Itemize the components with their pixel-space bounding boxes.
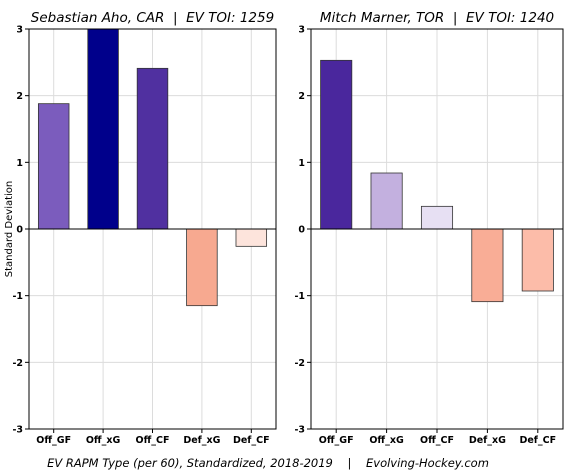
bar-def-cf (235, 228, 268, 247)
x-tick-label: Off_xG (369, 435, 404, 446)
x-tick-label: Def_xG (469, 435, 506, 446)
y-tick-label: 3 (16, 25, 23, 36)
y-tick-label: 1 (16, 158, 23, 169)
x-tick-label: Off_GF (36, 435, 71, 446)
bar-def-xg (471, 228, 504, 303)
bar-off-xg (87, 28, 119, 230)
y-tick-label: -1 (294, 291, 305, 302)
bar-off-xg (370, 172, 403, 230)
y-tick-label: 2 (16, 91, 23, 102)
x-tick-label: Def_xG (183, 435, 220, 446)
bar-def-cf (521, 228, 554, 292)
chart-title: Mitch Marner, TOR | EV TOI: 1240 (320, 10, 554, 26)
bar-off-cf (420, 205, 454, 230)
bar-def-xg (186, 228, 218, 307)
y-tick-label: 1 (298, 158, 305, 169)
bar-off-gf (37, 103, 70, 230)
chart-title: Sebastian Aho, CAR | EV TOI: 1259 (31, 10, 274, 26)
y-tick-label: -1 (12, 291, 23, 302)
bar-off-gf (320, 59, 353, 230)
y-tick-label: -2 (294, 358, 305, 369)
chart-panel-1: -3 -2 -1 0 1 2 3 Off_GF Off_xG Off_CF Def_xG Def_CF… (4, 10, 277, 446)
x-tick-label: Def_CF (233, 435, 270, 446)
x-tick-label: Off_CF (420, 435, 454, 446)
x-tick-label: Off_GF (319, 435, 354, 446)
y-tick-label: -3 (294, 425, 305, 436)
y-axis-label: Standard Deviation (4, 181, 15, 278)
x-tick-label: Off_xG (86, 435, 121, 446)
y-tick-label: 2 (298, 91, 305, 102)
bar-off-cf (136, 67, 169, 230)
y-tick-label: 3 (298, 25, 305, 36)
y-tick-label: -2 (12, 358, 23, 369)
chart-panel-2: -3 -2 -1 0 1 2 3 Off_GF Off_xG Off_CF Def_xG Def_CF… (294, 10, 564, 446)
y-tick-label: 0 (16, 225, 23, 236)
x-tick-label: Def_CF (519, 435, 556, 446)
x-tick-label: Off_CF (136, 435, 170, 446)
footer-caption: EV RAPM Type (per 60), Standardized, 201… (47, 456, 489, 470)
y-tick-label: -3 (12, 425, 23, 436)
y-tick-label: 0 (298, 225, 305, 236)
